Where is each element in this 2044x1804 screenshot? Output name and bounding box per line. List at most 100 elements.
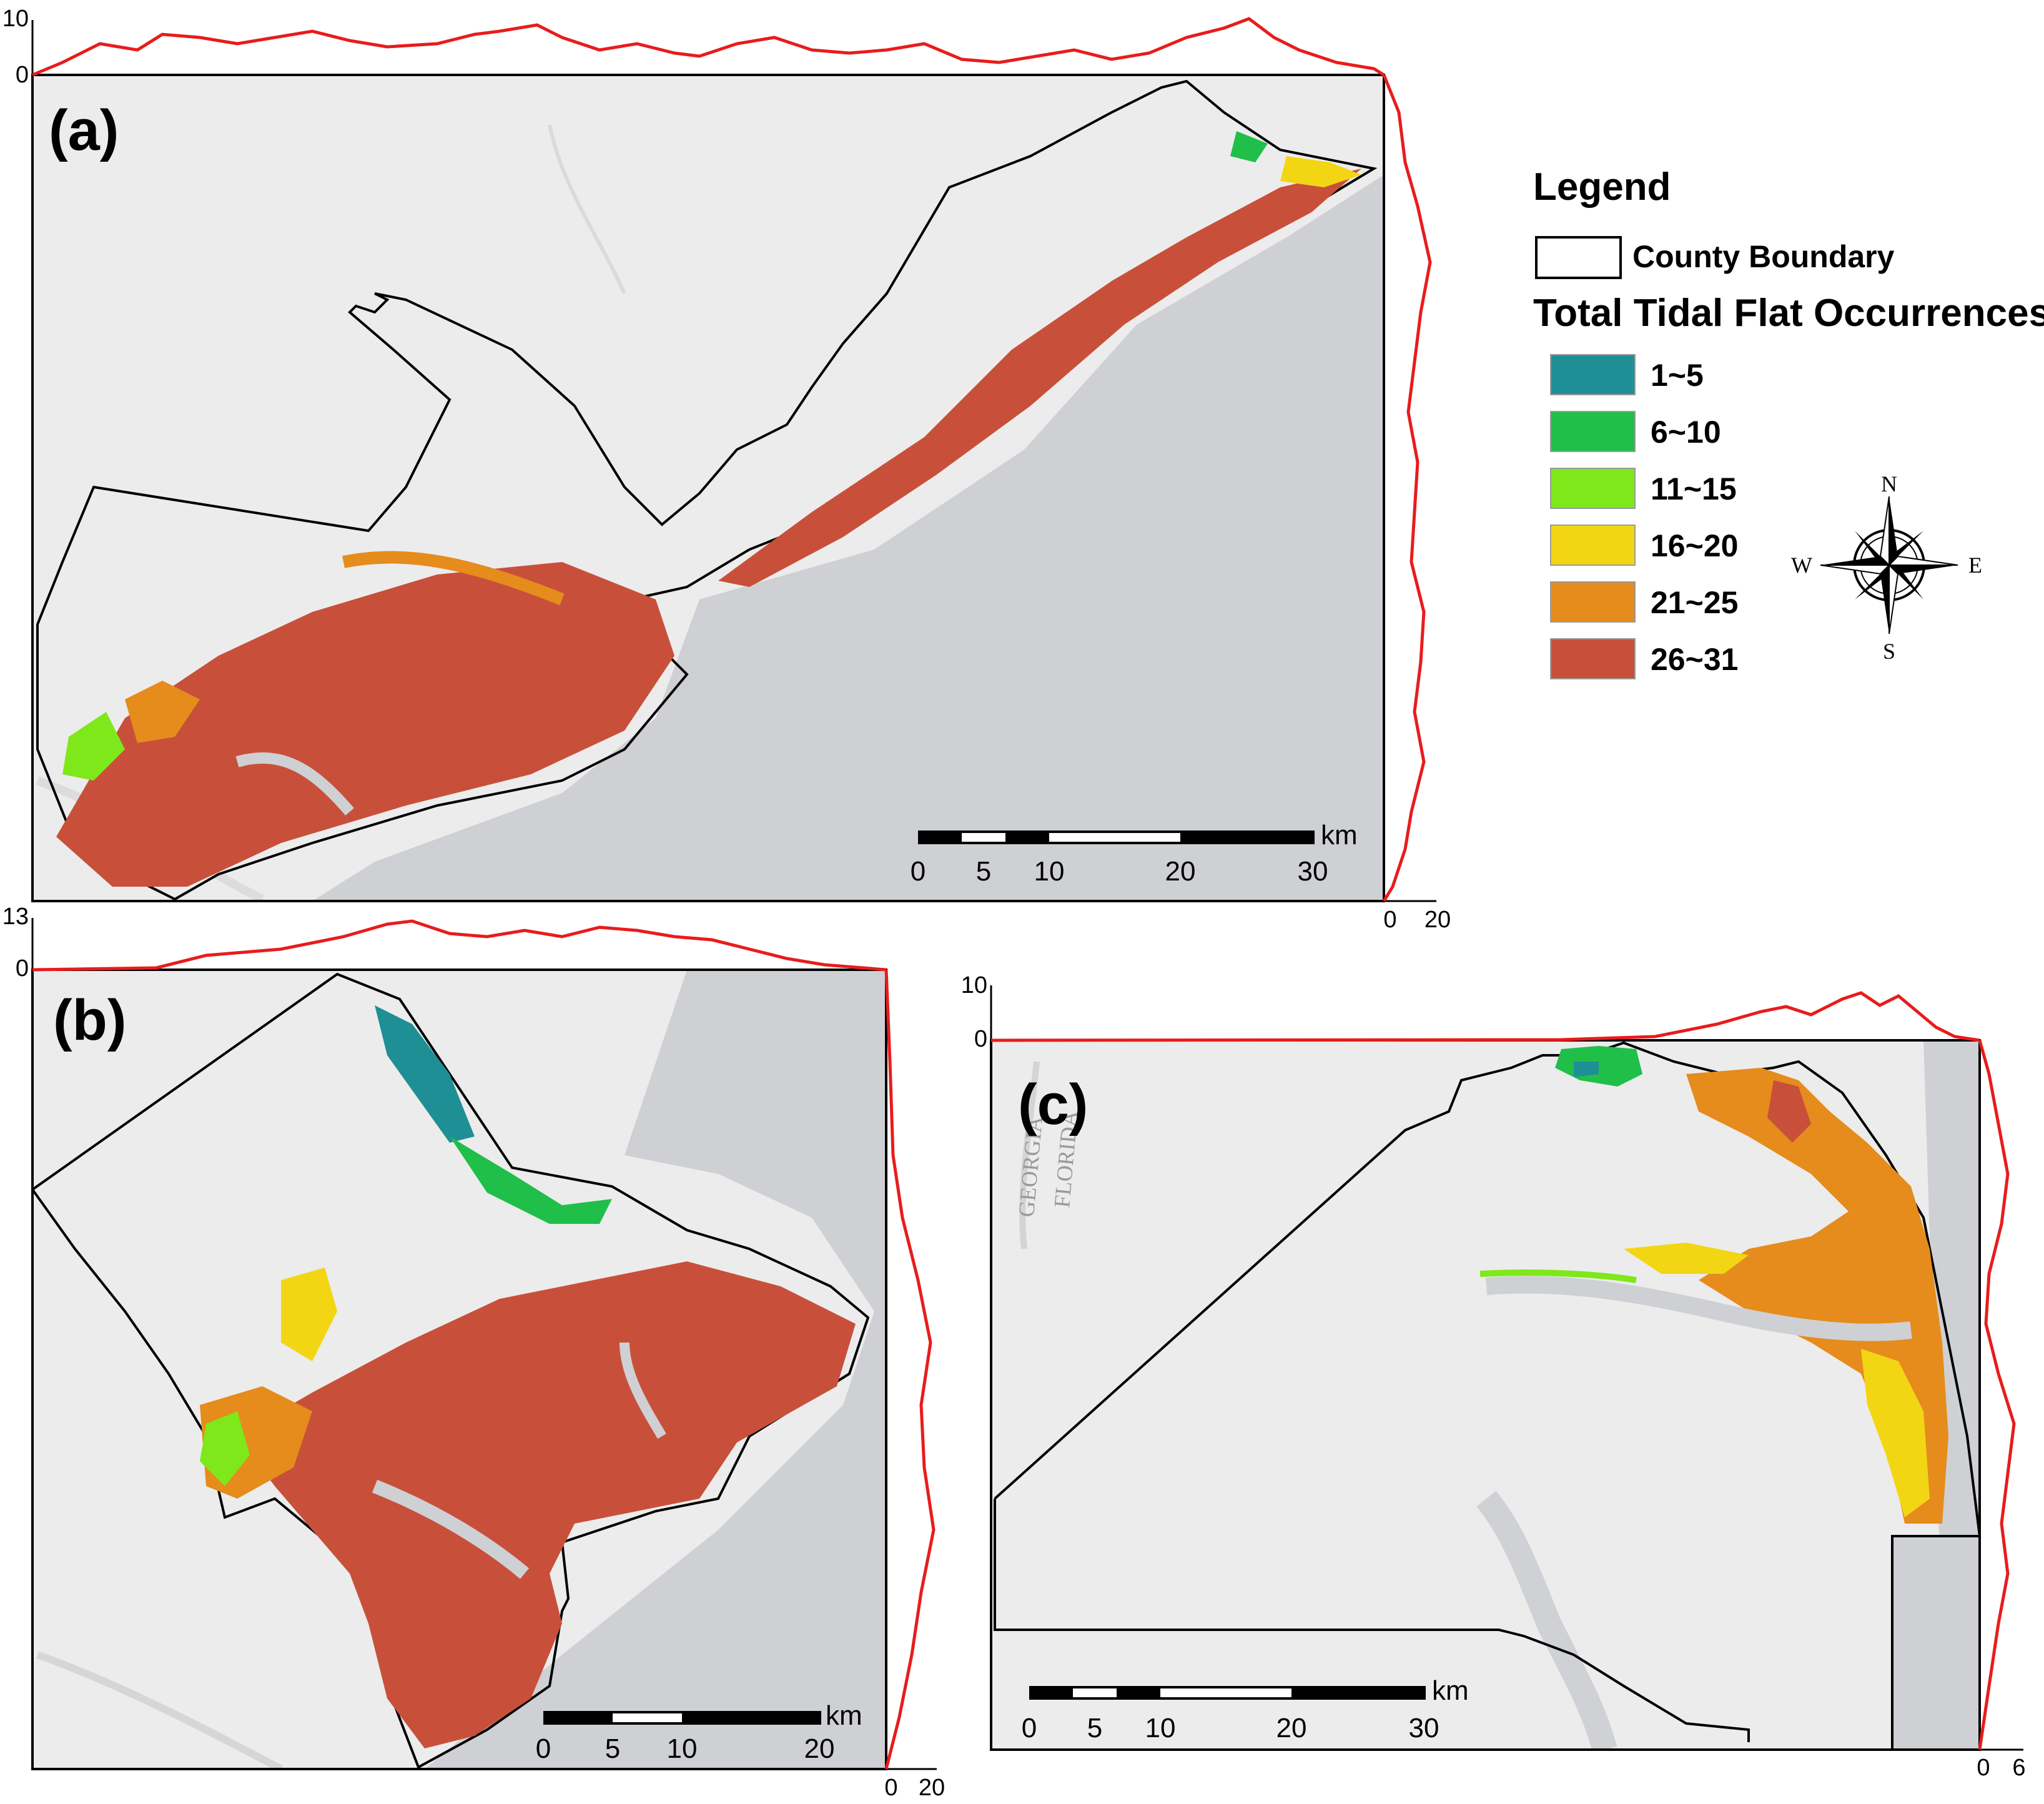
profile-min-label: 0 [974,1026,987,1052]
profile-min-label: 0 [1977,1755,1990,1781]
legend-classes: 1~5 6~10 11~15 16~20 21~25 26~31 [1550,354,1738,679]
scalebar-tick: 10 [1034,856,1065,887]
scalebar-tick: 0 [536,1733,551,1764]
compass-n-label: N [1881,471,1897,496]
legend-swatch [1550,525,1636,566]
scalebar-tick: 30 [1298,856,1328,887]
scalebar-tick: 5 [976,856,991,887]
channel [372,1479,530,1579]
profile-max-label: 20 [1424,907,1451,933]
ocean [425,970,886,1769]
compass-point-e [1889,565,1958,574]
tidal-flat-11-15 [200,1411,250,1486]
legend-swatch [1550,468,1636,509]
scalebar-unit: km [826,1700,862,1731]
tidal-flat-16-20 [1624,1243,1749,1274]
profile-min-label: 0 [16,955,29,982]
tidal-flat-11-15 [62,712,125,781]
scalebar-tick: 10 [667,1733,698,1764]
tidal-flat-26-31 [718,169,1361,587]
scalebar-tick: 5 [1087,1713,1102,1743]
scalebar-tick: 20 [1276,1713,1307,1743]
scalebar-tick: 10 [1145,1713,1176,1743]
profile-min-label: 0 [884,1775,897,1801]
channel [1485,1276,1912,1341]
top-profile-line [32,17,1385,77]
tidal-flat-16-20 [281,1268,337,1361]
right-profile-line [884,969,936,1770]
tidal-flat-1-5 [375,1005,475,1143]
tidal-flat-26-31 [56,562,674,887]
compass-s-label: S [1883,639,1895,664]
tidal-flat-1-5 [1574,1062,1599,1077]
scalebar-tick: 30 [1409,1713,1439,1743]
right-profile-line [1978,1040,2016,1750]
compass-point-n [1889,496,1898,565]
profile-max-label: 10 [961,972,987,998]
panel-a: km 0 5 10 20 30 (a) 10 0 0 20 [2,6,1451,933]
panel-label: (c) [1018,1073,1088,1136]
scalebar-b: km 0 5 10 20 [536,1700,862,1764]
scalebar-unit: km [1321,820,1358,850]
top-profile-line [990,991,1980,1042]
legend-class-label: 6~10 [1651,415,1721,450]
tidal-flat-21-25 [342,551,565,606]
panel-label: (b) [53,988,126,1052]
tidal-flat-21-25 [125,681,200,743]
legend-class-label: 16~20 [1651,528,1738,563]
river [1476,1491,1617,1750]
scalebar-a: km 0 5 10 20 30 [911,820,1358,887]
compass-e-label: E [1968,553,1982,578]
state-line-river [1019,1061,1040,1249]
profile-min-label: 0 [16,62,29,88]
profile-min-label: 0 [1383,907,1396,933]
north-arrow: N S E W [1791,471,1982,664]
panel-c-map: GEORGIA FLORIDA km 0 5 10 20 30 [991,1040,1980,1750]
legend-title: Legend [1533,165,1671,209]
tidal-flat-6-10 [1230,131,1268,162]
scalebar-c: km 0 5 10 20 30 [1022,1675,1469,1743]
legend-occurrence-title: Total Tidal Flat Occurrences [1533,292,2044,335]
legend-swatch [1550,411,1636,452]
legend-class-label: 26~31 [1651,642,1738,677]
legend-boundary-swatch [1535,236,1622,279]
panel-c: GEORGIA FLORIDA km 0 5 10 20 30 (c) 10 0… [961,972,2026,1781]
scalebar-tick: 5 [605,1733,620,1764]
scalebar-tick: 20 [1165,856,1196,887]
scalebar-tick: 0 [911,856,926,887]
profile-max-label: 13 [2,904,29,930]
right-profile-line [1382,74,1432,902]
legend-swatch [1550,581,1636,623]
county-boundary [36,79,1378,901]
tidal-flat-6-10 [450,1136,612,1224]
compass-w-label: W [1791,553,1812,578]
legend-swatch [1550,354,1636,395]
river [548,124,626,295]
channel [235,752,354,816]
panel-b: km 0 5 10 20 (b) 13 0 0 20 [2,904,945,1801]
tidal-flat-16-20 [1861,1349,1930,1517]
profile-max-label: 20 [919,1775,945,1801]
compass-point-s [1880,565,1889,634]
river [36,1651,283,1769]
tidal-flat-26-31 [237,1261,856,1748]
compass-point-w [1820,556,1889,565]
legend-swatch [1550,638,1636,679]
legend-class-label: 11~15 [1651,471,1737,506]
panel-a-frame [31,74,1385,902]
legend: Legend County Boundary Total Tidal Flat … [1533,165,2044,679]
profile-max-label: 6 [2012,1755,2025,1781]
tidal-flat-26-31 [1767,1080,1811,1143]
panel-label: (a) [49,99,119,162]
top-profile-line [32,919,887,972]
scalebar-unit: km [1432,1675,1469,1706]
panel-b-frame [31,969,887,1770]
panel-a-map: km 0 5 10 20 30 [32,75,1384,901]
legend-class-label: 21~25 [1651,585,1738,620]
scalebar-tick: 0 [1022,1713,1037,1743]
profile-max-label: 10 [2,6,29,32]
tidal-flat-11-15 [1479,1269,1637,1283]
scalebar-tick: 20 [804,1733,835,1764]
ocean [312,175,1384,901]
